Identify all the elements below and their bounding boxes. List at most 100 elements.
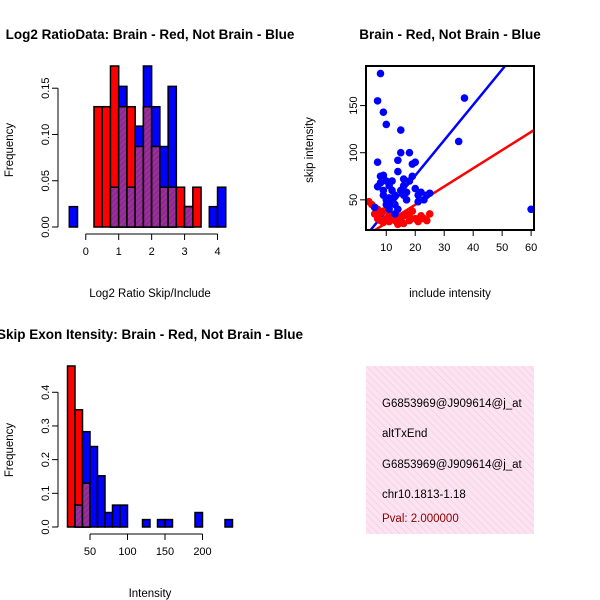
intensity-histogram-title: Skip Exon Itensity: Brain - Red, Not Bra… — [0, 327, 304, 342]
not-brain-point — [411, 184, 420, 193]
overlap-bar — [142, 105, 153, 228]
not-brain-bar — [194, 511, 204, 528]
y-tick-label: 0.05 — [40, 170, 52, 191]
not-brain-point — [408, 172, 417, 181]
brain-point — [394, 220, 402, 229]
ratio-histogram-panel: Log2 RatioData: Brain - Red, Not Brain -… — [4, 27, 295, 300]
intensity-scatter-panel: Brain - Red, Not Brain - Blue 10 20 30 40 50… — [304, 27, 541, 300]
y-tick-label: 0.1 — [40, 486, 52, 501]
not-brain-point — [394, 156, 402, 165]
x-tick-label: 50 — [84, 546, 96, 558]
not-brain-bar — [96, 475, 106, 528]
overlap-bar — [134, 145, 145, 228]
x-tick-label: 150 — [156, 546, 174, 558]
brain-point — [423, 216, 431, 225]
not-brain-bar — [89, 445, 99, 528]
not-brain-bar — [224, 518, 234, 528]
x-tick-label: 4 — [214, 246, 220, 258]
not-brain-point — [385, 205, 393, 214]
y-tick-label: 0.0 — [40, 519, 52, 534]
y-tick-label: 50 — [348, 194, 360, 206]
not-brain-point — [373, 182, 382, 191]
not-brain-bar — [111, 504, 121, 528]
brain-bar — [192, 186, 202, 228]
not-brain-bar — [208, 205, 219, 228]
not-brain-point — [399, 175, 408, 183]
x-tick-label: 40 — [467, 242, 479, 254]
x-tick-label: 200 — [193, 546, 211, 558]
brain-point — [385, 217, 393, 226]
brain-point — [379, 207, 388, 215]
scatter-frame — [365, 65, 535, 231]
not-brain-point — [391, 191, 399, 199]
brain-point — [405, 213, 414, 221]
scatter-xlabel: include intensity — [409, 288, 491, 300]
brain-point — [408, 207, 417, 215]
not-brain-bar — [68, 205, 79, 228]
info-line-probe-id-2: G6853969@J909614@j_at — [382, 459, 523, 471]
not-brain-point — [423, 191, 431, 199]
intensity-histogram-xlabel: Intensity — [129, 588, 172, 600]
brain-bar — [93, 105, 103, 228]
overlap-bar — [117, 105, 128, 228]
not-brain-point — [414, 197, 422, 206]
info-line-probe-id: G6853969@J909614@j_at — [382, 398, 523, 410]
ratio-histogram-ylabel: Frequency — [4, 123, 16, 178]
brain-bar — [101, 105, 112, 228]
not-brain-point — [394, 205, 402, 214]
not-brain-bar — [104, 511, 114, 528]
y-tick-label: 0.10 — [40, 124, 52, 145]
not-brain-point — [382, 177, 391, 185]
not-brain-point — [396, 126, 405, 134]
overlap-bar — [81, 482, 91, 528]
scatter-ylabel: skip intensity — [304, 117, 316, 183]
not-brain-point — [405, 148, 414, 157]
not-brain-point — [402, 188, 411, 197]
not-brain-bar — [156, 518, 166, 528]
not-brain-point — [417, 188, 425, 197]
y-tick-label: 150 — [348, 96, 360, 114]
not-brain-point — [373, 97, 382, 105]
x-tick-label: 20 — [409, 242, 421, 254]
info-background — [366, 366, 534, 534]
brain-point — [414, 217, 422, 226]
scatter-plot-area — [366, 66, 534, 230]
x-tick-label: 3 — [182, 246, 188, 258]
not-brain-point — [527, 205, 534, 214]
not-brain-bar — [216, 186, 227, 228]
not-brain-point — [394, 167, 402, 176]
ratio-histogram-axes: 0 1 2 3 4 0.00 0.05 0.10 0.15 — [40, 77, 221, 258]
overlap-bar — [183, 205, 194, 228]
brain-point — [399, 219, 408, 228]
scatter-axes: 10 20 30 40 50 60 50 100 150 — [348, 96, 537, 254]
x-tick-label: 100 — [118, 546, 136, 558]
ratio-histogram-title: Log2 RatioData: Brain - Red, Not Brain -… — [6, 27, 295, 42]
overlap-bar — [150, 145, 161, 228]
not-brain-point — [402, 196, 411, 204]
x-tick-label: 60 — [525, 242, 537, 254]
x-tick-label: 1 — [116, 246, 122, 258]
not-brain-point — [454, 137, 463, 146]
not-brain-point — [388, 197, 396, 206]
intensity-histogram-ylabel: Frequency — [4, 423, 16, 478]
info-line-event-type: altTxEnd — [382, 428, 427, 440]
y-tick-label: 100 — [348, 144, 360, 162]
y-tick-label: 0.2 — [40, 452, 52, 467]
info-line-location: chr10.1813-1.18 — [382, 489, 466, 501]
y-tick-label: 0.3 — [40, 418, 52, 433]
not-brain-point — [460, 94, 469, 102]
not-brain-point — [382, 120, 391, 129]
brain-bar — [175, 186, 186, 228]
not-brain-point — [396, 148, 405, 157]
not-brain-point — [376, 69, 385, 78]
not-brain-point — [399, 181, 408, 190]
y-tick-label: 0.4 — [40, 385, 52, 400]
not-brain-point — [379, 171, 388, 180]
info-panel: G6853969@J909614@j_at altTxEnd G6853969@… — [366, 366, 534, 534]
not-brain-point — [411, 158, 420, 166]
not-brain-bar — [119, 504, 129, 528]
y-tick-label: 0.00 — [40, 216, 52, 237]
x-tick-label: 0 — [83, 246, 89, 258]
brain-bar — [66, 365, 76, 528]
